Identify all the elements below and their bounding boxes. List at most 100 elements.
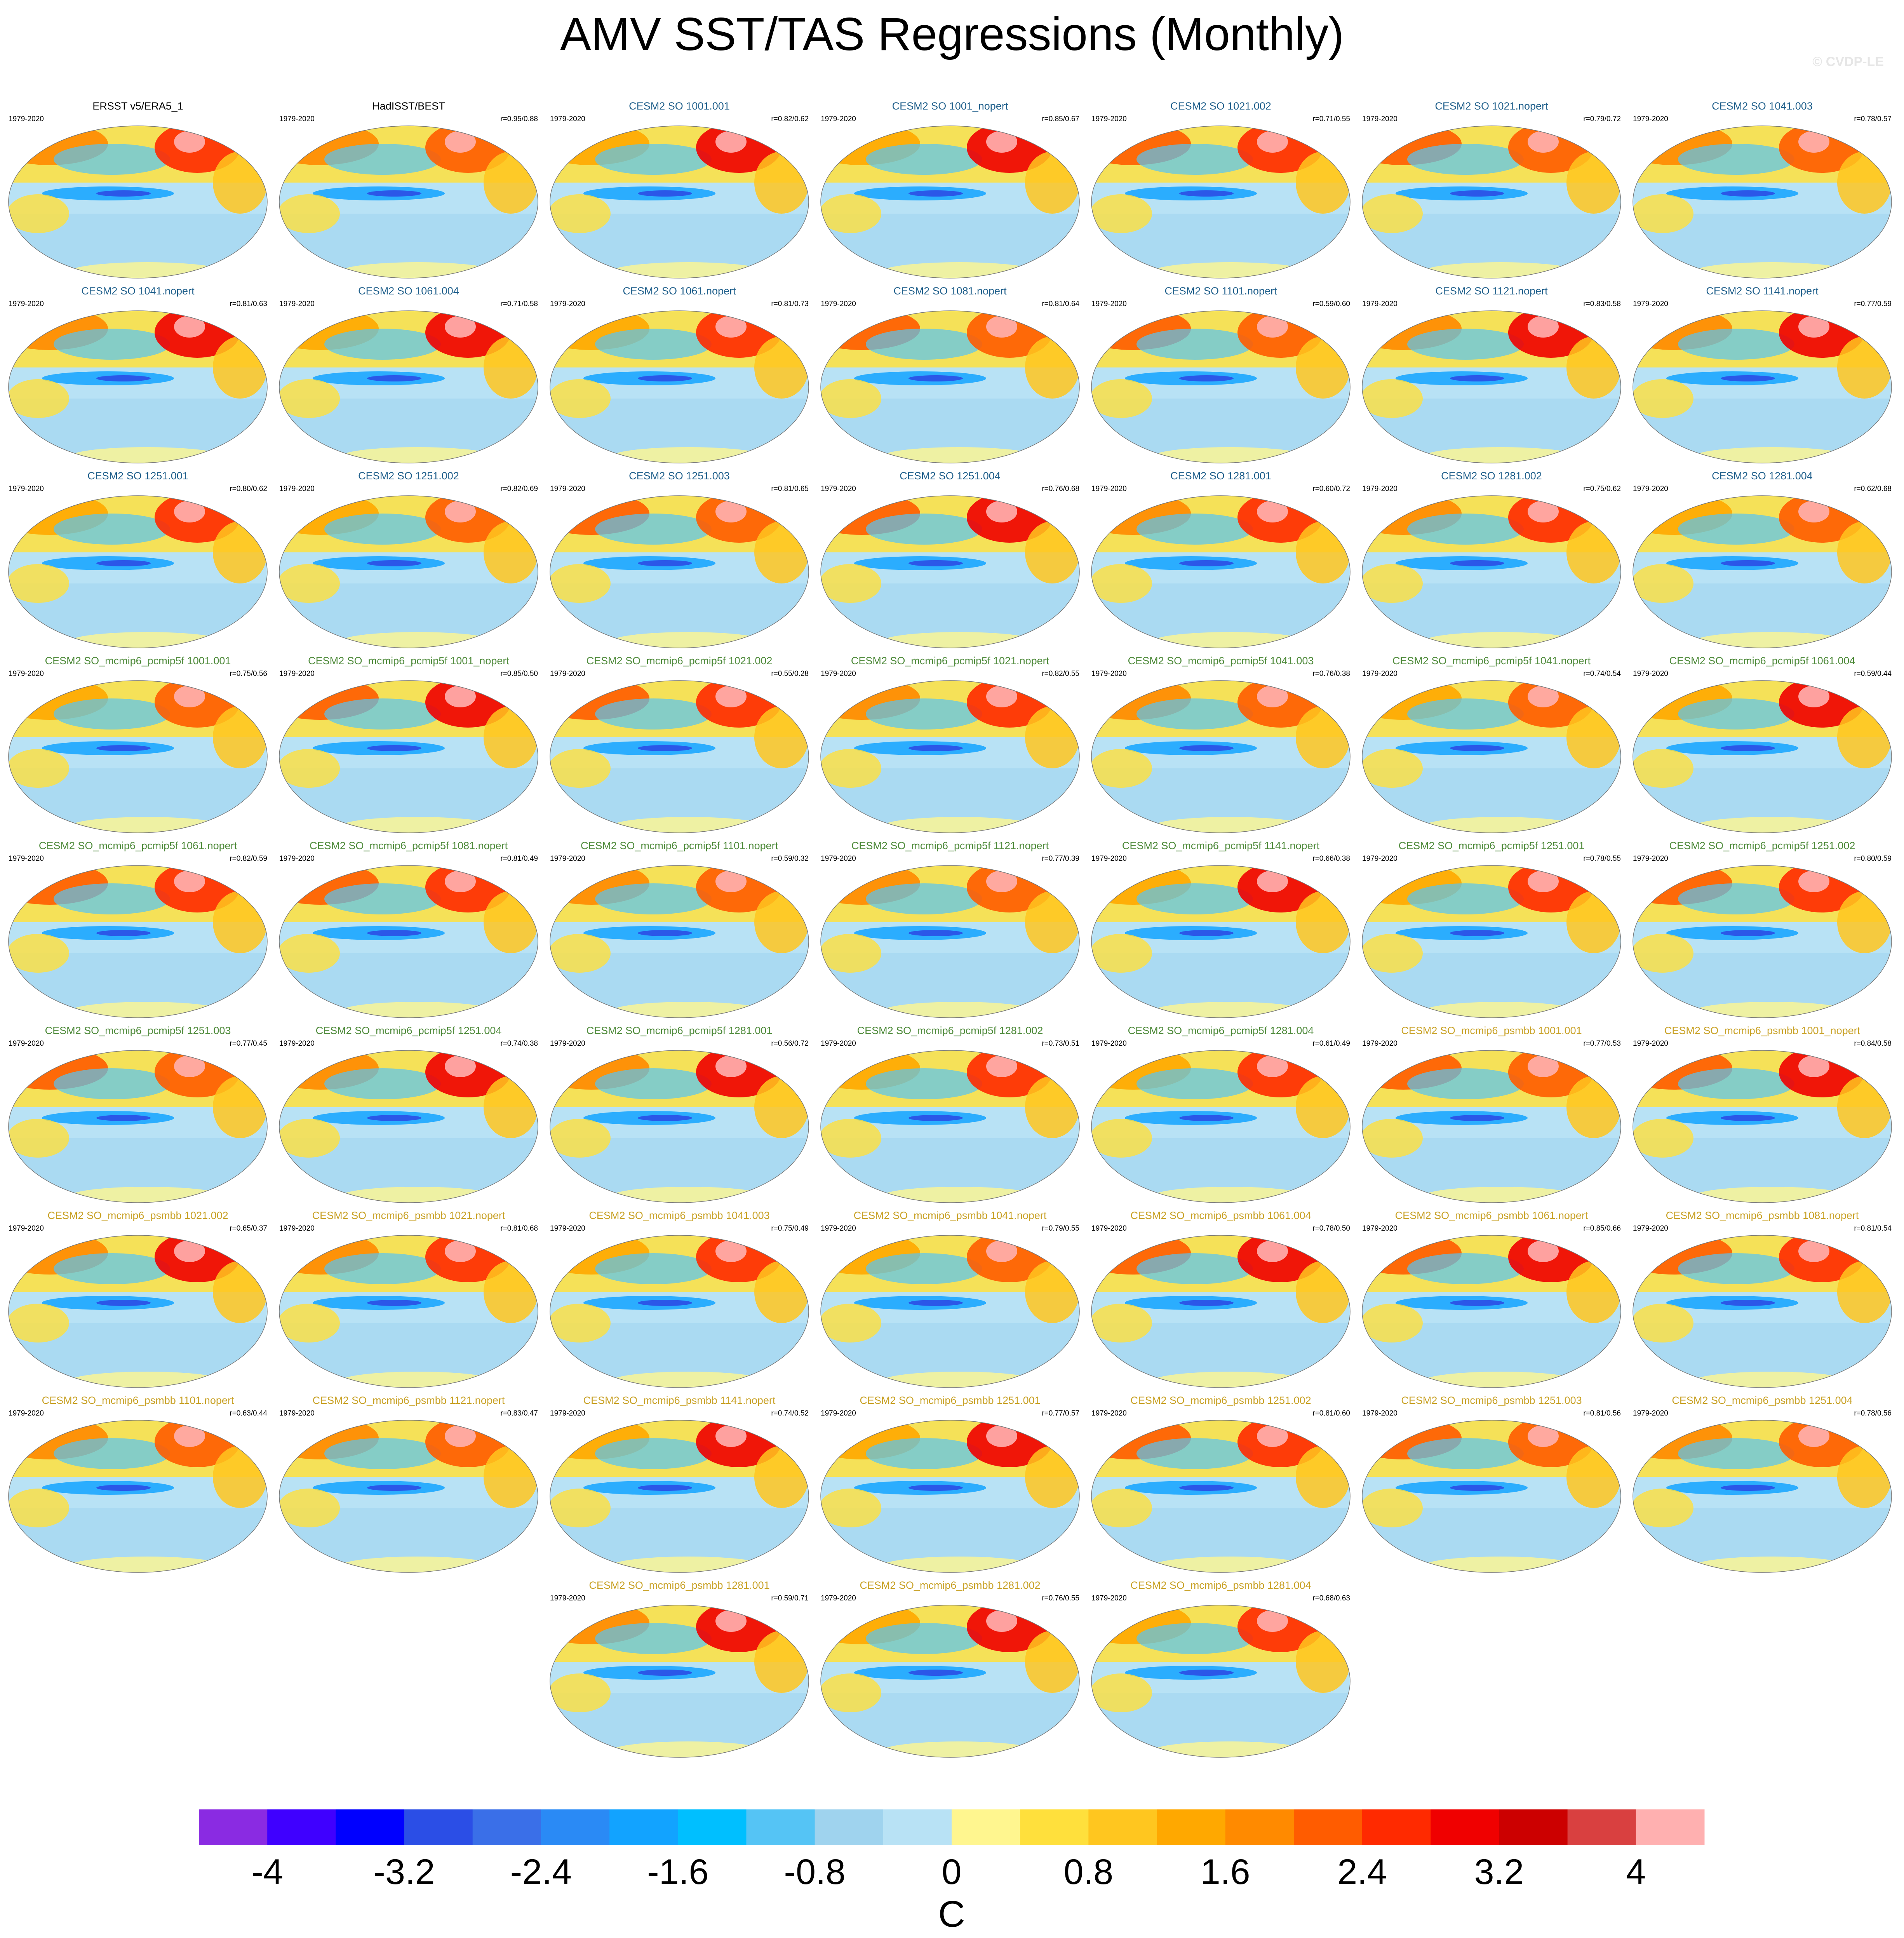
map-outline <box>1091 1235 1351 1388</box>
regression-map <box>1632 865 1892 1018</box>
colorbar-tick-label: -0.8 <box>784 1852 846 1892</box>
map-panel: CESM2 SO_mcmip6_pcmip5f 1281.001 1979-202… <box>545 1025 813 1207</box>
map-panel: CESM2 SO_mcmip6_pcmip5f 1281.004 1979-202… <box>1087 1025 1355 1207</box>
panel-correlation: r=0.81/0.65 <box>771 485 809 493</box>
panel-period: 1979-2020 <box>821 855 856 863</box>
indian-ocean-warm-anomaly <box>821 1304 881 1342</box>
map-outline <box>279 1050 538 1203</box>
panel-title: CESM2 SO 1101.nopert <box>1164 285 1277 297</box>
africa-warm-anomaly <box>754 1446 809 1508</box>
africa-warm-anomaly <box>484 1446 538 1508</box>
africa-warm-anomaly <box>484 706 538 768</box>
indian-ocean-warm-anomaly <box>550 379 611 418</box>
map-outline <box>8 1420 268 1573</box>
panel-title: CESM2 SO 1021.002 <box>1170 100 1271 112</box>
map-panel: CESM2 SO_mcmip6_pcmip5f 1251.002 1979-202… <box>1628 840 1896 1022</box>
greenland-peak-anomaly <box>1257 1610 1288 1632</box>
panel-period: 1979-2020 <box>279 670 315 678</box>
regression-map <box>550 1420 809 1573</box>
panel-title: CESM2 SO_mcmip6_pcmip5f 1281.001 <box>586 1025 773 1036</box>
africa-warm-anomaly <box>213 706 267 768</box>
africa-warm-anomaly <box>1025 1261 1079 1323</box>
colorbar-tick-label: 1.6 <box>1201 1852 1250 1892</box>
panel-period: 1979-2020 <box>1633 855 1668 863</box>
panel-title: CESM2 SO_mcmip6_psmbb 1021.nopert <box>312 1210 505 1221</box>
map-outline <box>550 310 809 463</box>
greenland-peak-anomaly <box>1798 316 1829 338</box>
pacific-cool-band <box>1136 883 1253 914</box>
pacific-cool-band <box>324 1253 441 1284</box>
panel-period: 1979-2020 <box>1091 1409 1127 1417</box>
panel-title: CESM2 SO_mcmip6_pcmip5f 1001_nopert <box>308 655 509 667</box>
panel-correlation: r=0.78/0.50 <box>1312 1224 1350 1233</box>
panel-correlation: r=0.55/0.28 <box>771 670 809 678</box>
map-panel: CESM2 SO_mcmip6_psmbb 1101.nopert 1979-20… <box>4 1395 272 1577</box>
panel-title: CESM2 SO_mcmip6_pcmip5f 1251.004 <box>315 1025 502 1036</box>
map-outline <box>8 1050 268 1203</box>
pacific-cool-band <box>1136 329 1253 360</box>
equatorial-cool-core <box>908 1300 963 1306</box>
map-outline <box>1091 495 1351 648</box>
panel-correlation: r=0.77/0.45 <box>230 1040 267 1048</box>
map-panel: CESM2 SO_mcmip6_psmbb 1061.nopert 1979-20… <box>1358 1210 1626 1392</box>
map-outline <box>550 865 809 1018</box>
africa-warm-anomaly <box>484 1261 538 1323</box>
regression-map <box>1091 1235 1351 1388</box>
pacific-cool-band <box>595 1623 712 1654</box>
panel-title: CESM2 SO_mcmip6_pcmip5f 1081.nopert <box>309 840 508 851</box>
map-panel: CESM2 SO_mcmip6_pcmip5f 1061.nopert 1979-… <box>4 840 272 1022</box>
colorbar-swatch <box>1431 1809 1499 1845</box>
pacific-cool-band <box>595 1438 712 1469</box>
map-panel: HadISST/BEST 1979-2020 r=0.95/0.88 <box>275 100 543 283</box>
panel-title: CESM2 SO 1251.002 <box>358 470 459 482</box>
map-panel: CESM2 SO_mcmip6_pcmip5f 1021.002 1979-202… <box>545 655 813 838</box>
equatorial-cool-core <box>638 745 692 751</box>
equatorial-cool-core <box>1721 560 1775 566</box>
regression-map <box>820 495 1080 648</box>
map-outline <box>1632 125 1892 279</box>
africa-warm-anomaly <box>754 521 809 583</box>
map-outline <box>1091 310 1351 463</box>
pacific-cool-band <box>595 144 712 175</box>
indian-ocean-warm-anomaly <box>279 1119 340 1158</box>
panel-title: CESM2 SO_mcmip6_psmbb 1251.002 <box>1130 1395 1311 1406</box>
pacific-cool-band <box>595 883 712 914</box>
pacific-cool-band <box>54 1068 170 1099</box>
africa-warm-anomaly <box>1296 521 1350 583</box>
greenland-peak-anomaly <box>986 131 1017 153</box>
map-panel: CESM2 SO 1251.002 1979-2020 r=0.82/0.69 <box>275 470 543 653</box>
panel-correlation: r=0.75/0.56 <box>230 670 267 678</box>
africa-warm-anomaly <box>1566 151 1621 214</box>
map-outline <box>820 865 1080 1018</box>
africa-warm-anomaly <box>1566 1261 1621 1323</box>
pacific-cool-band <box>1678 698 1794 730</box>
equatorial-cool-core <box>1179 375 1234 381</box>
regression-map <box>8 1050 268 1203</box>
panel-correlation: r=0.82/0.62 <box>771 115 809 123</box>
pacific-cool-band <box>1136 1253 1253 1284</box>
map-outline <box>1362 1235 1621 1388</box>
greenland-peak-anomaly <box>715 686 747 707</box>
map-panel: CESM2 SO 1251.004 1979-2020 r=0.76/0.68 <box>816 470 1084 653</box>
panel-title: CESM2 SO 1061.nopert <box>623 285 736 297</box>
panel-correlation: r=0.83/0.47 <box>500 1409 538 1417</box>
pacific-cool-band <box>54 698 170 730</box>
pacific-cool-band <box>324 1068 441 1099</box>
panel-period: 1979-2020 <box>550 670 585 678</box>
equatorial-cool-core <box>1721 1485 1775 1491</box>
equatorial-cool-core <box>1179 930 1234 936</box>
greenland-peak-anomaly <box>445 1240 476 1262</box>
africa-warm-anomaly <box>1566 521 1621 583</box>
equatorial-cool-core <box>1721 1300 1775 1306</box>
panel-period: 1979-2020 <box>1362 300 1398 308</box>
indian-ocean-warm-anomaly <box>1091 194 1152 233</box>
indian-ocean-warm-anomaly <box>9 1489 69 1527</box>
map-outline <box>1362 125 1621 279</box>
equatorial-cool-core <box>908 930 963 936</box>
indian-ocean-warm-anomaly <box>9 564 69 603</box>
map-panel: CESM2 SO_mcmip6_pcmip5f 1041.nopert 1979-… <box>1358 655 1626 838</box>
greenland-peak-anomaly <box>1528 501 1559 522</box>
equatorial-cool-core <box>1721 375 1775 381</box>
regression-map <box>820 1050 1080 1203</box>
panel-correlation: r=0.74/0.54 <box>1583 670 1621 678</box>
